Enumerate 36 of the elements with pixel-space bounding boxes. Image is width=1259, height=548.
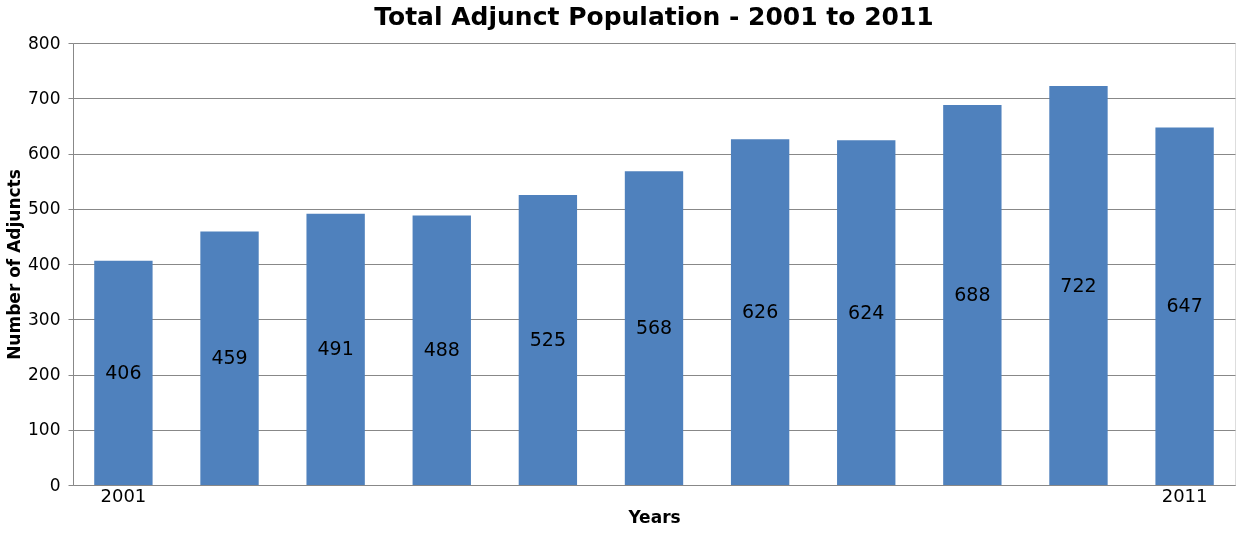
y-tick-label: 800 (28, 32, 61, 53)
x-tick-label: 2001 (100, 484, 147, 506)
y-tick-label: 300 (28, 308, 61, 329)
data-label: 626 (741, 300, 779, 323)
y-tick-label: 700 (28, 87, 61, 108)
y-tick-label: 0 (49, 474, 61, 495)
bar (200, 231, 259, 485)
bar (306, 213, 365, 485)
data-label: 459 (211, 346, 248, 369)
bar (1049, 86, 1108, 485)
data-label: 568 (635, 316, 673, 339)
bar (412, 215, 471, 485)
data-label: 488 (423, 338, 460, 361)
data-label: 491 (317, 337, 354, 360)
data-label: 722 (1060, 273, 1097, 296)
y-tick-label: 500 (28, 198, 61, 219)
data-label: 525 (529, 327, 567, 350)
bar (518, 194, 578, 485)
data-label: 688 (954, 282, 991, 305)
bar (943, 104, 1002, 485)
y-tick-label: 400 (28, 253, 61, 274)
y-axis-title: Number of Adjuncts (4, 169, 25, 360)
bar (730, 139, 790, 485)
y-tick-label: 100 (28, 419, 61, 440)
chart-title: Total Adjunct Population - 2001 to 2011 (374, 2, 934, 31)
y-tick-label: 600 (28, 143, 61, 163)
data-label: 624 (848, 300, 885, 323)
bar (94, 260, 153, 485)
data-label: 406 (105, 360, 142, 383)
x-tick-label: 2011 (1161, 484, 1208, 506)
x-axis-title: Years (627, 506, 681, 527)
bar (1155, 127, 1214, 485)
bar (624, 171, 684, 485)
data-label: 647 (1166, 294, 1203, 317)
bar (837, 140, 896, 485)
y-tick-label: 200 (28, 364, 61, 384)
